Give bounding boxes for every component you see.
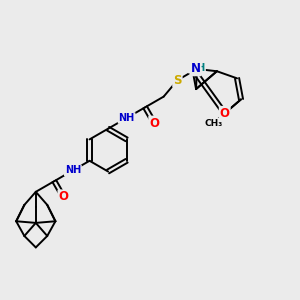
Text: O: O (220, 107, 230, 120)
Text: O: O (149, 117, 159, 130)
Text: S: S (173, 74, 182, 87)
Text: O: O (58, 190, 68, 203)
Text: N: N (190, 62, 201, 75)
Text: NH: NH (65, 165, 81, 176)
Text: NH: NH (118, 113, 135, 123)
Text: NH: NH (189, 63, 205, 73)
Text: CH₃: CH₃ (204, 118, 223, 127)
